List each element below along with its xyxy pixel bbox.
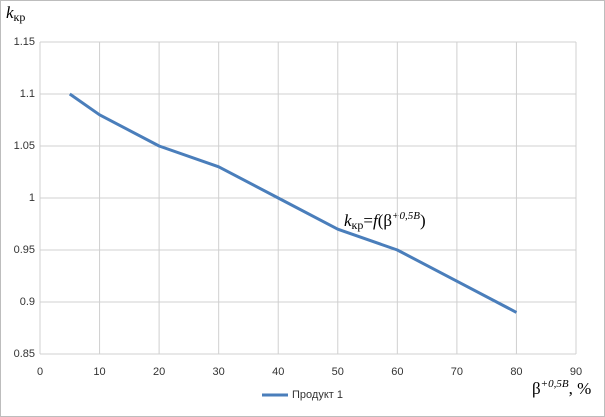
x-tick-label: 40 [272,366,284,378]
y-tick-label: 1.1 [20,88,35,100]
x-tick-label: 50 [332,366,344,378]
y-tick-label: 1 [29,192,35,204]
line-series [68,92,518,314]
annotation-part: k [344,211,352,230]
x-tick-label: 80 [510,366,522,378]
x-tick-label: 20 [153,366,165,378]
x-label-unit: , % [569,379,592,398]
annotation-part: +0,5B [392,210,420,222]
annotation: kкр=f(β+0,5B) [344,210,426,232]
annotation-part: (β [378,211,392,230]
y-tick-label: 0.85 [14,348,35,360]
annotation-part: f [373,211,380,230]
x-tick-label: 90 [570,366,582,378]
annotation-part: ) [420,211,426,230]
x-label-main: β [532,379,541,398]
x-tick-label: 0 [37,366,43,378]
x-tick-label: 30 [213,366,225,378]
annotation-part: кр [352,218,364,232]
y-tick-label: 1.15 [14,36,35,48]
y-tick-label: 0.9 [20,296,35,308]
y-tick-label: 1.05 [14,140,35,152]
x-axis-label: β+0,5B, % [532,378,591,398]
legend-label: Продукт 1 [292,389,343,401]
x-tick-label: 70 [451,366,463,378]
y-label-main: k [6,3,14,22]
x-tick-label: 60 [391,366,403,378]
annotation-part: = [363,211,373,230]
y-axis-label: kкр [6,3,25,24]
x-label-sup: +0,5B [541,378,569,390]
y-label-sub: кр [14,10,26,24]
x-tick-label: 10 [93,366,105,378]
y-tick-label: 0.95 [14,244,35,256]
